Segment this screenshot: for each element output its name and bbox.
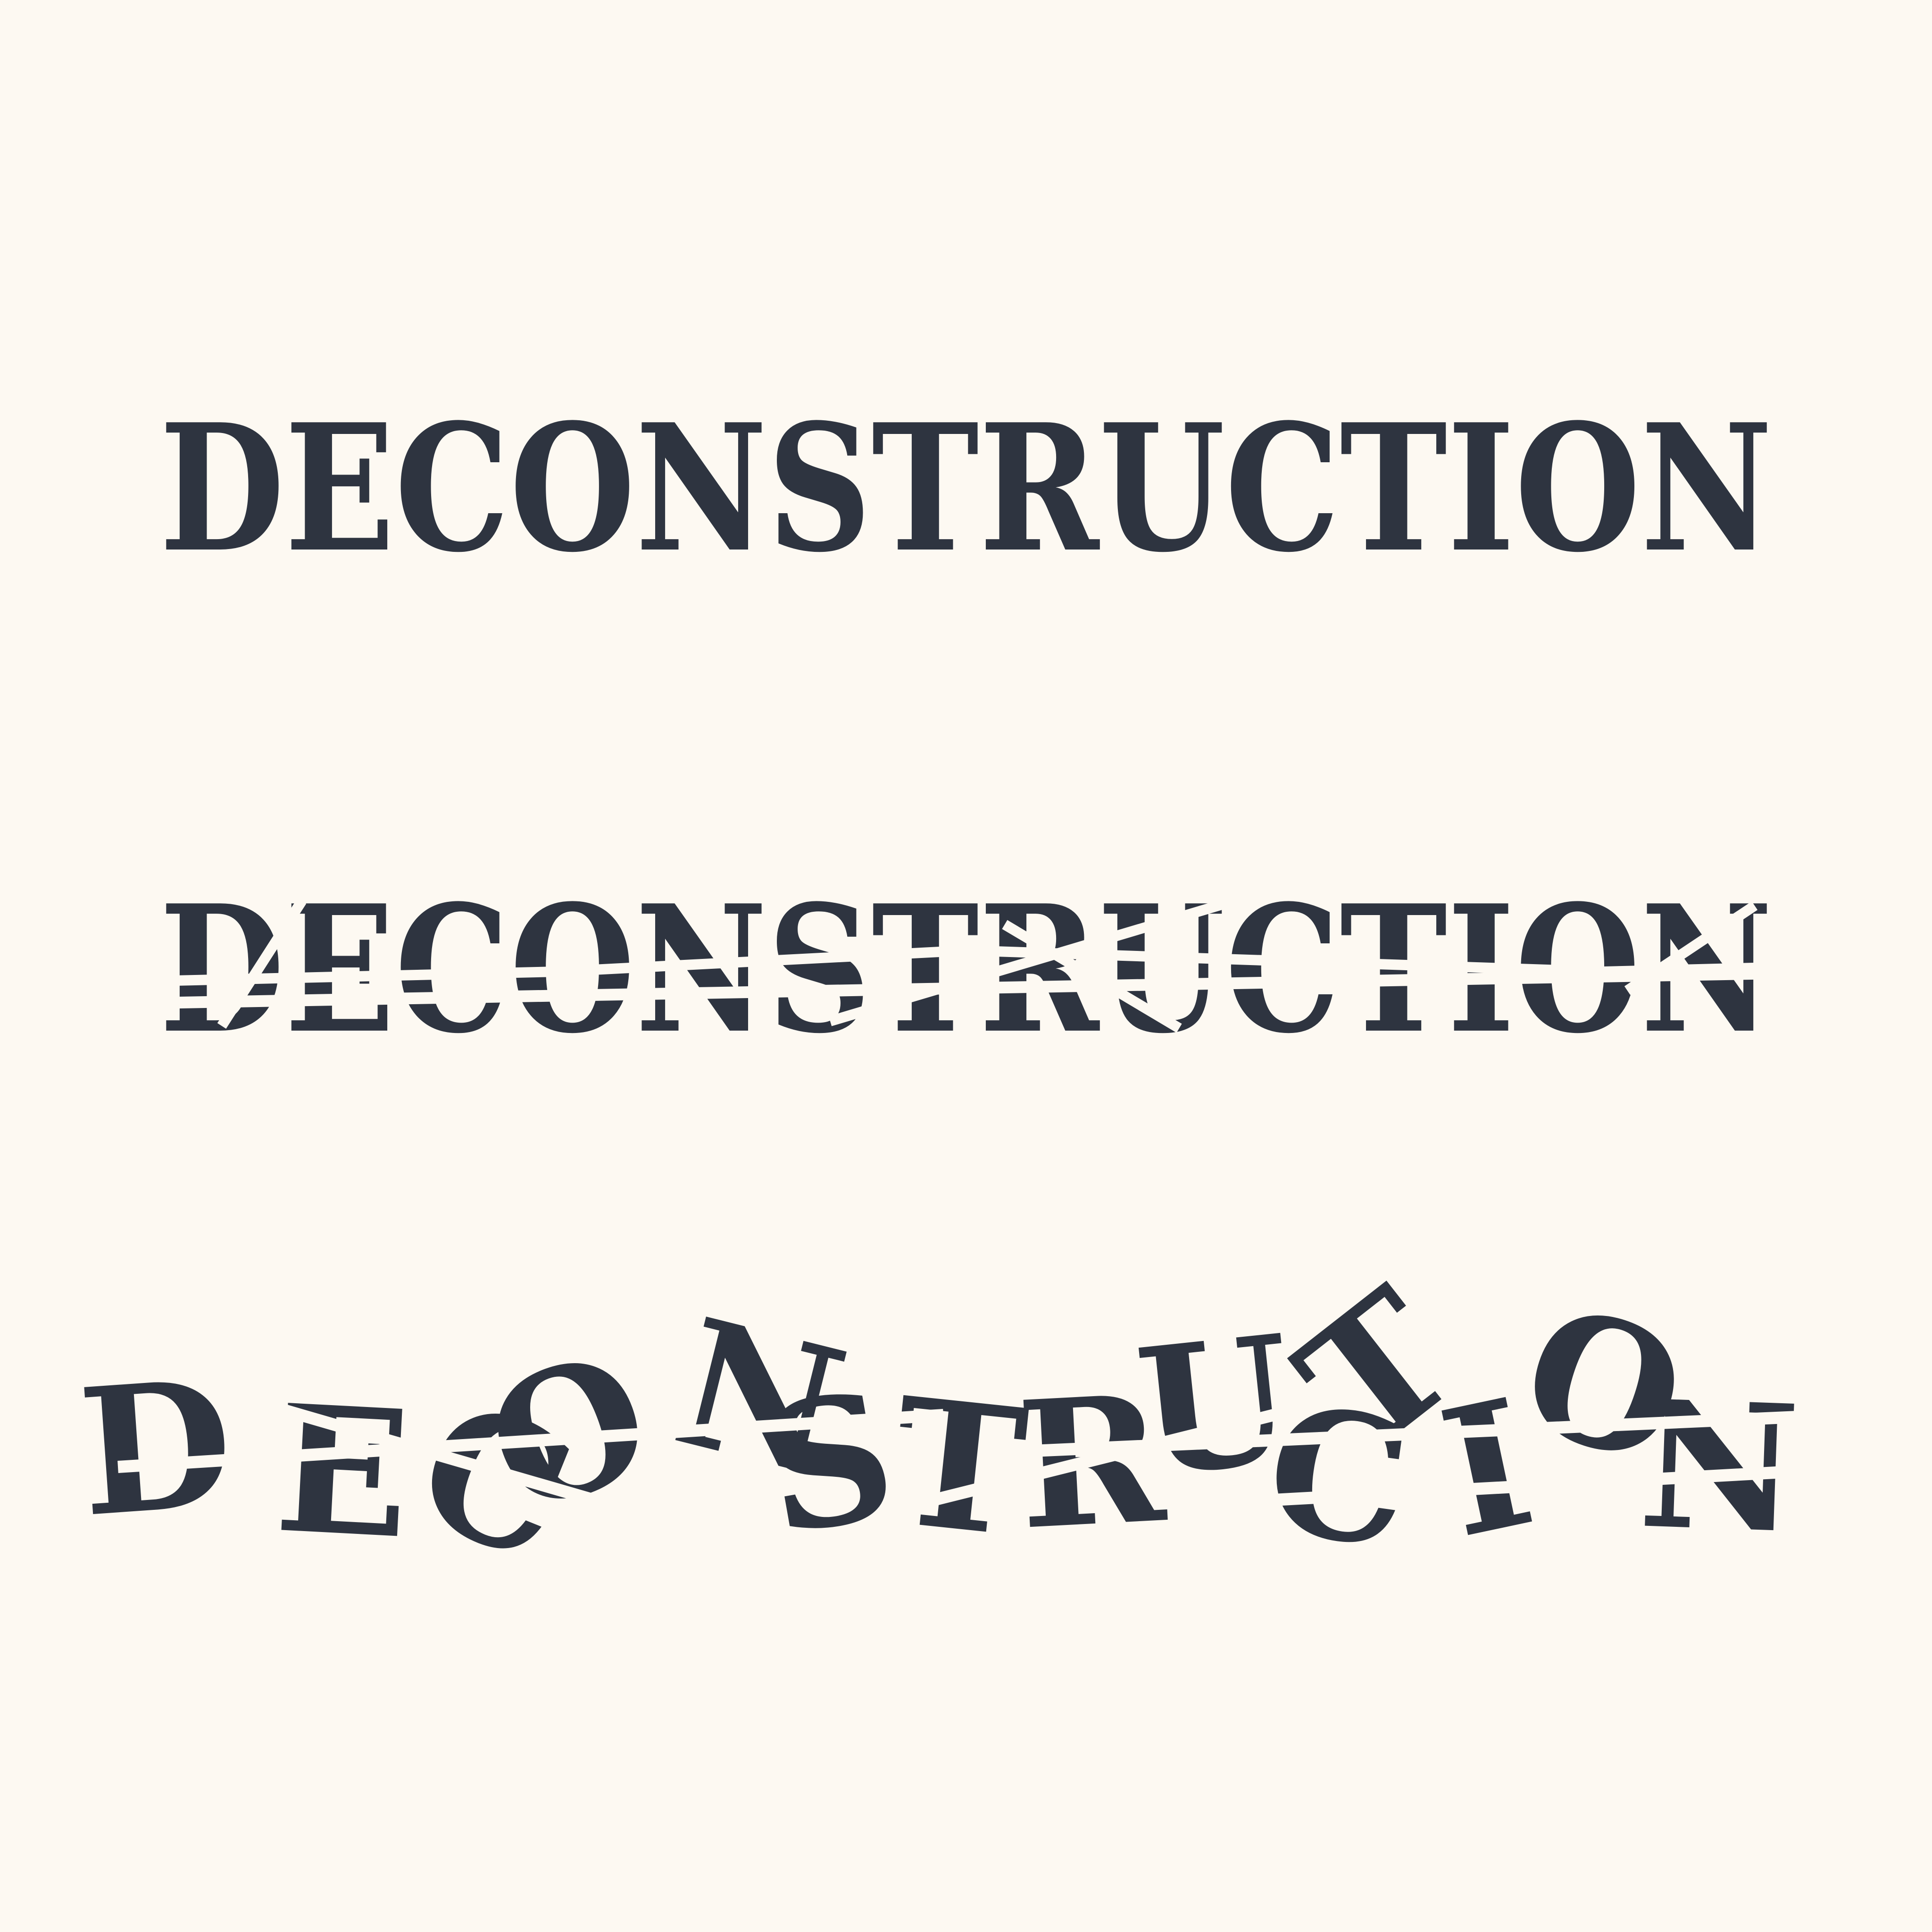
fragment-U-text: U (1129, 1297, 1301, 1516)
fracture-line-2 (217, 898, 307, 1029)
fracture-lines (155, 891, 1793, 1033)
shatter-crack-1 (117, 1409, 944, 1473)
word-sliced: DECONSTRUCTION DECONSTRUCTION (155, 867, 1793, 1072)
shatter-crack-5 (1273, 1466, 1793, 1506)
letter-fragment-U: U (1129, 1297, 1301, 1516)
letter-fragment-S: S (749, 1352, 909, 1575)
fragment-S-text: S (749, 1352, 909, 1575)
shatter-cracks (117, 1385, 1840, 1539)
letter-fragment-E: E (271, 1366, 415, 1578)
letter-fragment-T: T (884, 1359, 1034, 1576)
fracture-line-5 (1624, 901, 1758, 995)
shatter-crack-2 (234, 1390, 709, 1539)
fragment-T-text: T (884, 1359, 1034, 1576)
letter-fragment-D: D (74, 1341, 239, 1556)
shatter-crack-4 (990, 1409, 1840, 1459)
word-intact-text: DECONSTRUCTION (159, 386, 1773, 591)
fragment-D-text: D (74, 1341, 239, 1556)
word-scattered: D E C O N S T R U (74, 1251, 1840, 1602)
fragment-E-text: E (271, 1366, 415, 1578)
fracture-line-3 (828, 891, 1252, 1026)
fracture-line-4 (1002, 920, 1182, 1033)
word-intact: DECONSTRUCTION (159, 386, 1773, 591)
